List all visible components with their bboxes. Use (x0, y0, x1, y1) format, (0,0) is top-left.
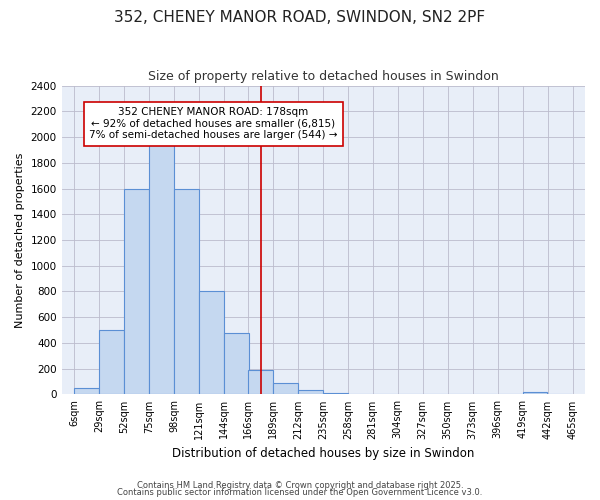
Bar (149, 140, 174, 394)
Text: Contains public sector information licensed under the Open Government Licence v3: Contains public sector information licen… (118, 488, 482, 497)
Bar (124, 188, 149, 394)
Text: 352, CHENEY MANOR ROAD, SWINDON, SN2 2PF: 352, CHENEY MANOR ROAD, SWINDON, SN2 2PF (115, 10, 485, 25)
Bar (224, 332, 249, 394)
Bar (248, 370, 273, 394)
Bar (323, 392, 347, 394)
Title: Size of property relative to detached houses in Swindon: Size of property relative to detached ho… (148, 70, 499, 83)
Y-axis label: Number of detached properties: Number of detached properties (15, 152, 25, 328)
X-axis label: Distribution of detached houses by size in Swindon: Distribution of detached houses by size … (172, 447, 475, 460)
Bar (298, 390, 323, 394)
Text: 352 CHENEY MANOR ROAD: 178sqm
← 92% of detached houses are smaller (6,815)
7% of: 352 CHENEY MANOR ROAD: 178sqm ← 92% of d… (89, 107, 338, 140)
Bar (174, 188, 199, 394)
Bar (199, 292, 224, 395)
Bar (99, 330, 124, 394)
Text: Contains HM Land Registry data © Crown copyright and database right 2025.: Contains HM Land Registry data © Crown c… (137, 480, 463, 490)
Bar (523, 392, 547, 394)
Bar (74, 388, 99, 394)
Bar (273, 383, 298, 394)
